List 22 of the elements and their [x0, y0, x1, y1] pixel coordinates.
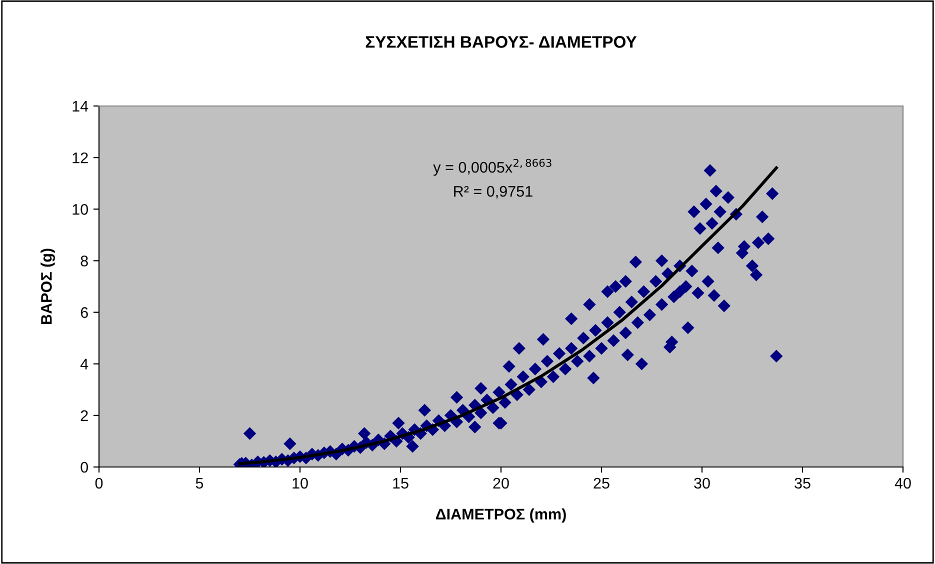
x-tick-label: 5 [196, 478, 204, 489]
y-tick-label: 2 [80, 410, 88, 421]
x-tick-label: 0 [95, 478, 103, 489]
x-tick-label: 15 [393, 478, 408, 489]
y-tick-label: 8 [80, 256, 88, 266]
x-tick-label: 30 [694, 478, 710, 489]
y-tick-label: 10 [72, 204, 88, 215]
x-tick-label: 25 [594, 478, 610, 489]
y-tick-label: 6 [80, 307, 88, 318]
y-axis-title: ΒΑΡΟΣ (g) [40, 248, 55, 324]
x-tick-label: 10 [292, 478, 308, 489]
x-tick-label: 35 [794, 478, 810, 489]
y-tick-label: 4 [80, 358, 88, 370]
y-tick-label: 0 [80, 462, 88, 473]
y-tick-label: 12 [72, 152, 88, 164]
x-axis-title: ΔΙΑΜΕΤΡΟΣ (mm) [436, 508, 566, 523]
x-tick-label: 40 [894, 478, 911, 489]
x-tick-label: 20 [493, 478, 509, 489]
y-tick-label: 14 [72, 101, 88, 112]
annotation: R² = 0,9751 [454, 186, 532, 199]
annotation: y = 0,0005x$^{2,8663}$ [433, 158, 552, 176]
chart-title: ΣΥΣΧΕΤΙΣΗ ΒΑΡΟΥΣ- ΔΙΑΜΕΤΡΟΥ [366, 36, 637, 48]
